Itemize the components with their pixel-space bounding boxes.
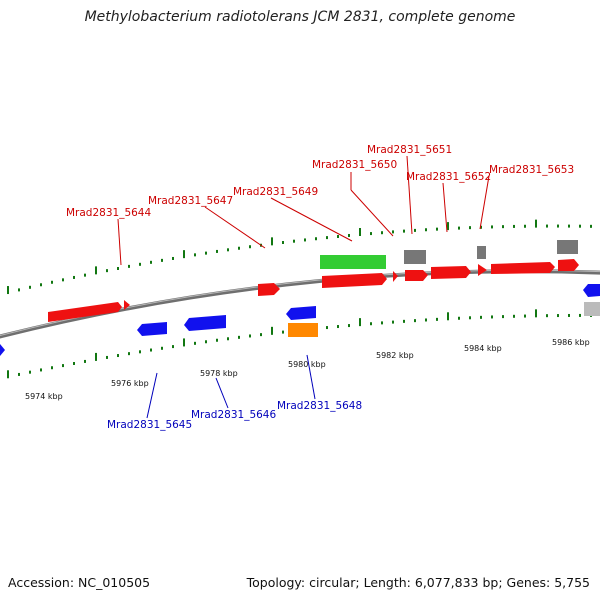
genome-title: Methylobacterium radiotolerans JCM 2831,… xyxy=(84,9,516,25)
gene-rev-edge[interactable] xyxy=(0,344,5,356)
gene-5645[interactable] xyxy=(137,322,167,336)
reverse-connectors xyxy=(146,354,316,419)
gray-feature-1[interactable] xyxy=(404,250,426,264)
scale-label-5976: 5976 kbp xyxy=(111,379,149,388)
scale-label-5984: 5984 kbp xyxy=(464,344,502,353)
label-5650[interactable]: Mrad2831_5650 xyxy=(312,159,397,171)
gene-small-fwd-1[interactable] xyxy=(124,300,130,310)
gene-5646[interactable] xyxy=(184,315,226,331)
label-5648[interactable]: Mrad2831_5648 xyxy=(277,400,362,412)
gene-5653[interactable] xyxy=(491,262,555,274)
rna-orange-feature[interactable] xyxy=(288,323,318,337)
gene-fwd-end[interactable] xyxy=(558,259,579,271)
gray-feature-3[interactable] xyxy=(557,240,578,254)
scale-label-5980: 5980 kbp xyxy=(288,360,326,369)
gene-5652[interactable] xyxy=(431,266,471,279)
label-5653[interactable]: Mrad2831_5653 xyxy=(489,164,574,176)
scale-label-5978: 5978 kbp xyxy=(200,369,238,378)
label-5651[interactable]: Mrad2831_5651 xyxy=(367,144,452,156)
gene-5649[interactable] xyxy=(322,273,387,288)
label-5644[interactable]: Mrad2831_5644 xyxy=(66,207,151,219)
gray-feature-2[interactable] xyxy=(477,246,486,259)
gene-5650[interactable] xyxy=(393,271,398,282)
label-5647[interactable]: Mrad2831_5647 xyxy=(148,195,233,207)
scale-label-5982: 5982 kbp xyxy=(376,351,414,360)
forward-genes xyxy=(48,259,579,322)
scale-label-5974: 5974 kbp xyxy=(25,392,63,401)
label-5652[interactable]: Mrad2831_5652 xyxy=(406,171,491,183)
label-5645[interactable]: Mrad2831_5645 xyxy=(107,419,192,431)
label-5649[interactable]: Mrad2831_5649 xyxy=(233,186,318,198)
scale-label-5986: 5986 kbp xyxy=(552,338,590,347)
label-5646[interactable]: Mrad2831_5646 xyxy=(191,409,276,421)
gene-rev-right[interactable] xyxy=(583,284,600,297)
accession-text: Accession: NC_010505 xyxy=(8,575,151,590)
reverse-genes xyxy=(0,284,600,356)
forward-label-group: Mrad2831_5644 Mrad2831_5647 Mrad2831_564… xyxy=(66,144,574,219)
gene-5644[interactable] xyxy=(48,302,122,322)
gene-5648[interactable] xyxy=(286,306,316,320)
gene-5651[interactable] xyxy=(405,270,428,281)
gene-small-fwd-2[interactable] xyxy=(478,264,487,276)
tick-marks xyxy=(7,219,592,379)
gene-fwd-2[interactable] xyxy=(258,283,280,296)
rna-green-feature[interactable] xyxy=(320,255,386,269)
light-gray-feature[interactable] xyxy=(584,302,600,316)
scale-labels: 5974 kbp 5976 kbp 5978 kbp 5980 kbp 5982… xyxy=(25,338,590,401)
reverse-label-group: Mrad2831_5645 Mrad2831_5646 Mrad2831_564… xyxy=(107,400,362,431)
genome-summary-text: Topology: circular; Length: 6,077,833 bp… xyxy=(246,575,590,590)
forward-connectors xyxy=(117,155,490,266)
